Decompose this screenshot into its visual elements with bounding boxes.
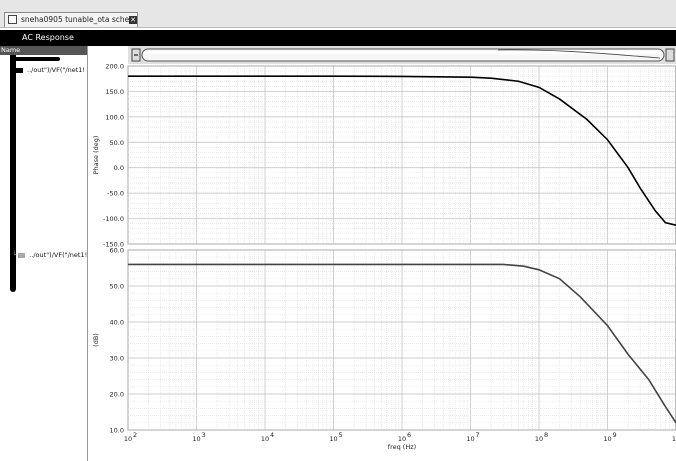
x-tick-label: 10	[124, 435, 132, 443]
window-titlebar: AC Response	[0, 30, 676, 46]
y-tick-label: 0.0	[114, 164, 124, 172]
x-tick-label: 10	[466, 435, 474, 443]
x-tick-label: 10	[329, 435, 337, 443]
x-tick-label: 10	[672, 435, 676, 443]
x-tick-exponent: 9	[613, 431, 617, 439]
checkbox-icon	[8, 15, 17, 24]
y-tick-label: 200.0	[105, 63, 124, 71]
signal-label: ../out")/VF("/net1!	[27, 66, 85, 74]
x-tick-label: 10	[261, 435, 269, 443]
phase-subplot: 200.0 150.0 100.0 50.0 0.0 -50.0 -100.0 -150.0 P…	[92, 63, 676, 249]
name-column-header: Name	[0, 46, 87, 55]
window-title: AC Response	[22, 33, 74, 42]
y-tick-label: -100.0	[103, 215, 124, 223]
gridlines	[127, 65, 676, 245]
x-tick-label: 10	[398, 435, 406, 443]
series-line[interactable]	[128, 75, 676, 226]
x-axis-label: freq (Hz)	[388, 443, 416, 451]
y-tick-label: 100.0	[105, 113, 124, 121]
x-tick-label: 10	[603, 435, 611, 443]
signal-item-phase[interactable]: ../out")/VF("/net1!	[16, 66, 85, 74]
x-tick-exponent: 4	[270, 431, 274, 439]
y-tick-label: 60.0	[110, 247, 124, 255]
y-axis-label: (dB)	[92, 333, 100, 347]
y-axis-label: Phase (deg)	[92, 136, 100, 175]
y-tick-label: 10.0	[110, 427, 124, 435]
tab-label: sneha0905 tunable_ota sche...	[21, 15, 137, 24]
signal-item-db[interactable]: └ ../out")/VF("/net1!	[12, 251, 88, 259]
y-tick-label: -50.0	[107, 190, 124, 198]
y-tick-label: -150.0	[103, 241, 124, 249]
x-tick-label: 10	[535, 435, 543, 443]
y-tick-label: 150.0	[105, 88, 124, 96]
x-tick-exponent: 5	[339, 431, 343, 439]
tree-branch-line	[10, 57, 60, 61]
plot-area: 200.0 150.0 100.0 50.0 0.0 -50.0 -100.0 -150.0 P…	[92, 46, 676, 451]
y-tick-label: 50.0	[110, 139, 124, 147]
y-tick-label: 30.0	[110, 355, 124, 363]
x-tick-label: 10	[192, 435, 200, 443]
y-tick-label: 40.0	[110, 319, 124, 327]
tree-scrollbar[interactable]	[10, 55, 16, 292]
series-line[interactable]	[128, 263, 676, 424]
x-tick-exponent: 2	[133, 431, 137, 439]
x-tick-exponent: 3	[202, 431, 206, 439]
x-tick-exponent: 7	[476, 431, 480, 439]
magnitude-subplot: 60.050.040.030.020.010.0(dB)10 2 10 3 10 4 10 5…	[92, 247, 676, 451]
signal-list-panel: Name ../out")/VF("/net1! └ ../out")/VF("/…	[0, 46, 88, 461]
close-icon[interactable]: ✕	[129, 16, 137, 24]
tab-schematic[interactable]: sneha0905 tunable_ota sche... ✕	[4, 12, 138, 27]
y-tick-label: 20.0	[110, 391, 124, 399]
y-tick-label: 50.0	[110, 283, 124, 291]
x-tick-exponent: 6	[407, 431, 411, 439]
zoom-scrollbar[interactable]	[128, 46, 676, 64]
x-tick-exponent: 8	[544, 431, 548, 439]
signal-label: ../out")/VF("/net1!	[29, 251, 88, 259]
signal-color-swatch	[18, 252, 26, 258]
tab-bar: sneha0905 tunable_ota sche... ✕	[0, 0, 676, 28]
signal-color-swatch	[16, 67, 23, 73]
